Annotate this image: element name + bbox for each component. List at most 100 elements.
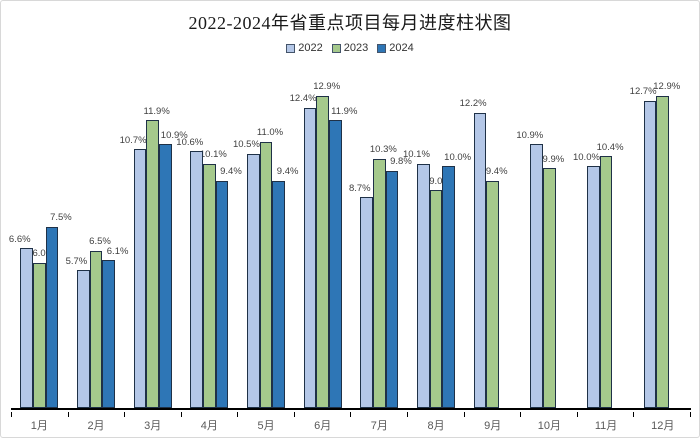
axis-tick [520,412,577,417]
month-group-6月: 12.4% 12.9% 11.9% [290,61,357,408]
bar-slot-2022-6月: 12.4% [290,61,317,408]
bar-slot-2022-9月: 12.2% [460,61,487,408]
bar-slot-2023-12月: 12.9% [653,61,680,408]
bar-value-label: 10.9% [516,129,544,141]
legend-swatch-2024 [377,43,387,53]
axis-tick [633,412,690,417]
x-axis-labels: 1月 2月 3月 4月 5月 6月 7月 8月 9月 10月 11月 12月 [11,415,691,435]
bar-2023-5月 [259,141,273,408]
bar-2022-6月 [303,107,317,408]
x-axis-label-5月: 5月 [257,420,275,432]
axis-tick [463,412,521,417]
bar-slot-2024-9月 [499,61,512,408]
bar-slot-2024-3月: 10.9% [158,61,188,408]
bar-2024-7月 [385,170,399,408]
bar-value-label: 10.3% [369,144,397,156]
x-axis-label-11月: 11月 [594,420,618,432]
bar-value-label: 12.9% [313,81,341,93]
bar-2022-12月 [643,100,657,408]
month-group-10月: 10.9% 9.9% [516,61,578,408]
bar-value-label: 9.4% [485,166,508,178]
x-axis-label-4月: 4月 [200,420,218,432]
month-group-8月: 10.1% 9.0% 10.0% [403,61,471,408]
x-axis-label-8月: 8月 [427,420,445,432]
chart-title: 2022-2024年省重点项目每月进度柱状图 [188,13,512,33]
bar-value-label: 9.4% [220,166,242,178]
bar-2024-3月 [158,144,172,408]
bar-2023-4月 [203,163,216,408]
month-group-9月: 12.2% 9.4% [460,61,521,408]
bar-2023-10月 [543,168,556,408]
axis-tick [11,412,68,417]
bar-slot-2024-12月 [669,61,682,408]
bar-slot-2023-3月: 11.9% [144,61,170,408]
bar-slot-2023-5月: 11.0% [257,61,283,408]
bar-2023-8月 [429,190,443,408]
bar-slot-2023-11月: 10.4% [597,61,624,408]
axis-tick [407,412,464,417]
legend-label-2022: 2022 [298,42,323,54]
bar-2024-2月 [102,260,115,408]
bar-value-label: 6.5% [89,236,111,248]
month-group-5月: 10.5% 11.0% 9.4% [233,61,298,408]
bar-slot-2023-9月: 9.4% [486,61,508,408]
month-group-3月: 10.7% 11.9% 10.9% [120,61,188,408]
bar-2022-1月 [20,248,34,408]
bar-2022-7月 [360,197,374,408]
bar-slot-2023-2月: 6.5% [89,61,111,408]
bar-slot-2024-6月: 11.9% [328,61,357,408]
x-axis-label-6月: 6月 [314,420,332,432]
legend-swatch-2023 [331,43,341,53]
bar-value-label: 9.4% [276,166,299,178]
bar-value-label: 11.9% [143,105,170,117]
bar-slot-2024-2月: 6.1% [102,61,128,408]
legend-swatch-2022 [286,43,296,53]
bar-value-label: 10.1% [199,149,227,161]
axis-tick [576,412,634,417]
x-axis-label-2月: 2月 [87,420,105,432]
bar-value-label: 9.8% [390,156,412,168]
bar-slot-2022-7月: 8.7% [349,61,374,408]
x-axis-label-1月: 1月 [30,420,48,432]
bar-2022-5月 [247,153,260,408]
bar-value-label: 10.0% [444,151,472,163]
legend-item-2024: 2024 [377,42,414,54]
bar-2022-11月 [587,166,600,408]
bar-slot-2023-10月: 9.9% [543,61,564,408]
bar-value-label: 10.4% [596,141,624,153]
legend-label-2024: 2024 [389,42,414,54]
bar-value-label: 12.2% [459,98,487,110]
bar-2023-2月 [89,250,103,408]
bar-2023-7月 [373,158,386,408]
x-axis-label-7月: 7月 [370,420,388,432]
bar-value-label: 10.6% [176,136,204,148]
bar-slot-2024-7月: 9.8% [385,61,412,408]
bar-value-label: 12.7% [629,86,657,98]
bar-slot-2022-5月: 10.5% [233,61,260,408]
month-group-12月: 12.7% 12.9% [630,61,691,408]
bar-slot-2022-11月: 10.0% [573,61,600,408]
bar-2022-3月 [133,149,147,408]
bar-2022-9月 [473,112,487,408]
bar-2022-2月 [77,270,90,408]
bar-value-label: 10.9% [160,129,188,141]
bar-slot-2022-3月: 10.7% [120,61,147,408]
bar-slot-2023-4月: 10.1% [200,61,227,408]
bar-slot-2024-5月: 9.4% [272,61,298,408]
bar-2024-1月 [45,226,59,408]
bar-slot-2022-12月: 12.7% [630,61,657,408]
axis-tick [124,412,181,417]
month-group-7月: 8.7% 10.3% 9.8% [349,61,412,408]
bar-value-label: 7.5% [50,212,72,223]
bar-value-label: 10.7% [119,134,147,146]
bar-2023-11月 [599,156,613,408]
bar-2022-4月 [190,151,204,408]
x-axis-label-9月: 9月 [484,420,502,432]
bar-value-label: 11.0% [256,127,284,139]
month-group-4月: 10.6% 10.1% 9.4% [176,61,242,408]
bar-2023-6月 [316,95,329,408]
legend-label-2023: 2023 [343,42,369,54]
bar-value-label: 6.1% [106,245,129,257]
bar-slot-2022-1月: 6.6% [9,61,34,408]
